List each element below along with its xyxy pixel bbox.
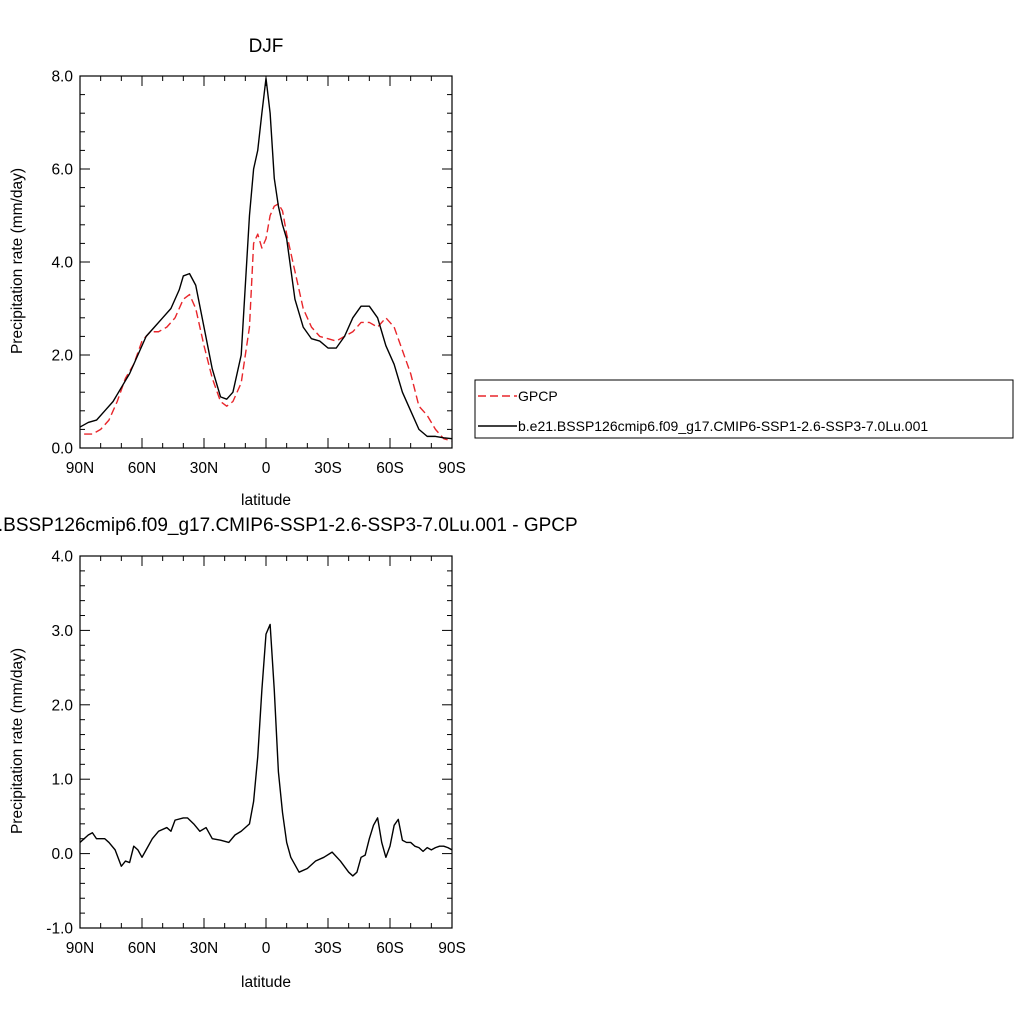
x-tick-label: 60N xyxy=(128,460,156,477)
plot-frame xyxy=(79,555,453,929)
series-line-0 xyxy=(79,623,453,877)
y-axis-title: Precipitation rate (mm/day) xyxy=(9,648,26,834)
y-tick-label: 2.0 xyxy=(51,697,73,714)
chart-difference: b.e21.BSSP126cmip6.f09_g17.CMIP6-SSP1-2.… xyxy=(0,515,578,991)
x-tick-label: 30S xyxy=(314,940,342,957)
x-tick-label: 30N xyxy=(190,940,218,957)
x-tick-label: 0 xyxy=(262,460,271,477)
x-tick-label: 60S xyxy=(376,940,404,957)
x-axis-title: latitude xyxy=(241,492,291,509)
x-tick-label: 30S xyxy=(314,460,342,477)
legend-box xyxy=(474,379,1014,439)
y-tick-label: 4.0 xyxy=(51,549,73,566)
y-tick-label: 1.0 xyxy=(51,772,73,789)
y-axis-title: Precipitation rate (mm/day) xyxy=(9,168,26,354)
x-tick-label: 30N xyxy=(190,460,218,477)
y-tick-label: 0.0 xyxy=(51,846,73,863)
chart-title: DJF xyxy=(249,36,284,57)
legend-label-model: b.e21.BSSP126cmip6.f09_g17.CMIP6-SSP1-2.… xyxy=(518,418,928,434)
x-tick-label: 90N xyxy=(66,940,94,957)
y-tick-label: 6.0 xyxy=(51,162,73,179)
series-line-1 xyxy=(79,77,453,440)
series-line-0 xyxy=(84,203,453,442)
y-tick-label: 8.0 xyxy=(51,69,73,86)
plot-frame xyxy=(79,75,453,449)
y-tick-label: -1.0 xyxy=(46,921,73,938)
chart-djf: DJF Precipitation rate (mm/day) latitude… xyxy=(9,36,466,509)
x-axis-title: latitude xyxy=(241,974,291,991)
y-tick-label: 2.0 xyxy=(51,348,73,365)
legend-label-gpcp: GPCP xyxy=(518,388,558,404)
chart-title: b.e21.BSSP126cmip6.f09_g17.CMIP6-SSP1-2.… xyxy=(0,515,578,536)
x-tick-label: 90S xyxy=(438,460,466,477)
x-tick-label: 90N xyxy=(66,460,94,477)
y-tick-label: 0.0 xyxy=(51,441,73,458)
x-tick-label: 90S xyxy=(438,940,466,957)
y-tick-label: 4.0 xyxy=(51,255,73,272)
legend: GPCP b.e21.BSSP126cmip6.f09_g17.CMIP6-SS… xyxy=(474,379,1014,439)
x-tick-label: 60N xyxy=(128,940,156,957)
y-tick-label: 3.0 xyxy=(51,623,73,640)
x-tick-label: 0 xyxy=(262,940,271,957)
x-tick-label: 60S xyxy=(376,460,404,477)
